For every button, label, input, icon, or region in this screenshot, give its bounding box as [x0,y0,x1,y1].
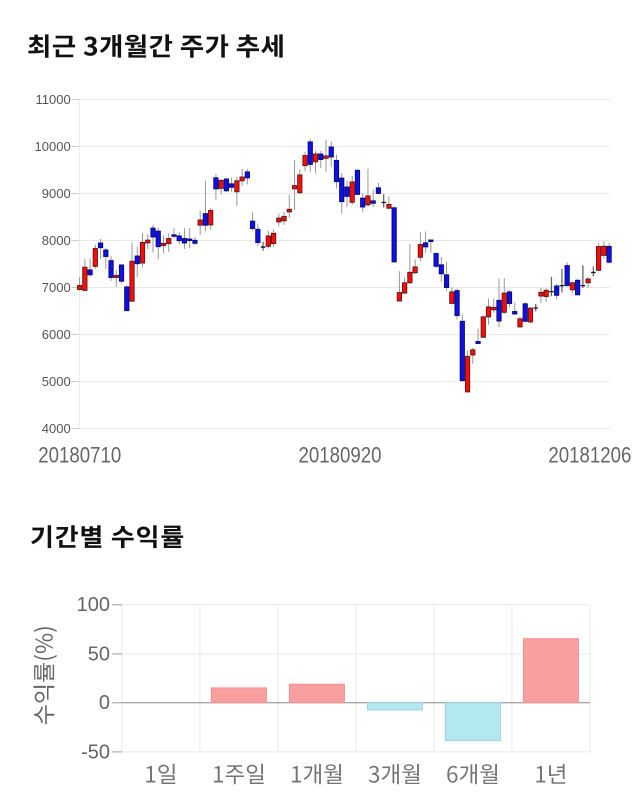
svg-text:50: 50 [88,643,110,665]
svg-text:8000: 8000 [42,233,71,248]
svg-text:9000: 9000 [42,186,71,201]
svg-text:20180710: 20180710 [38,443,121,468]
svg-text:4000: 4000 [42,421,71,436]
svg-text:6000: 6000 [42,327,71,342]
svg-text:20181206: 20181206 [548,443,631,468]
svg-text:10000: 10000 [35,139,71,154]
svg-text:20180920: 20180920 [299,443,382,468]
svg-text:5000: 5000 [42,374,71,389]
svg-text:0: 0 [99,692,110,714]
svg-text:100: 100 [77,594,110,616]
svg-text:7000: 7000 [42,280,71,295]
svg-text:-50: -50 [81,741,110,763]
svg-text:11000: 11000 [36,92,71,107]
